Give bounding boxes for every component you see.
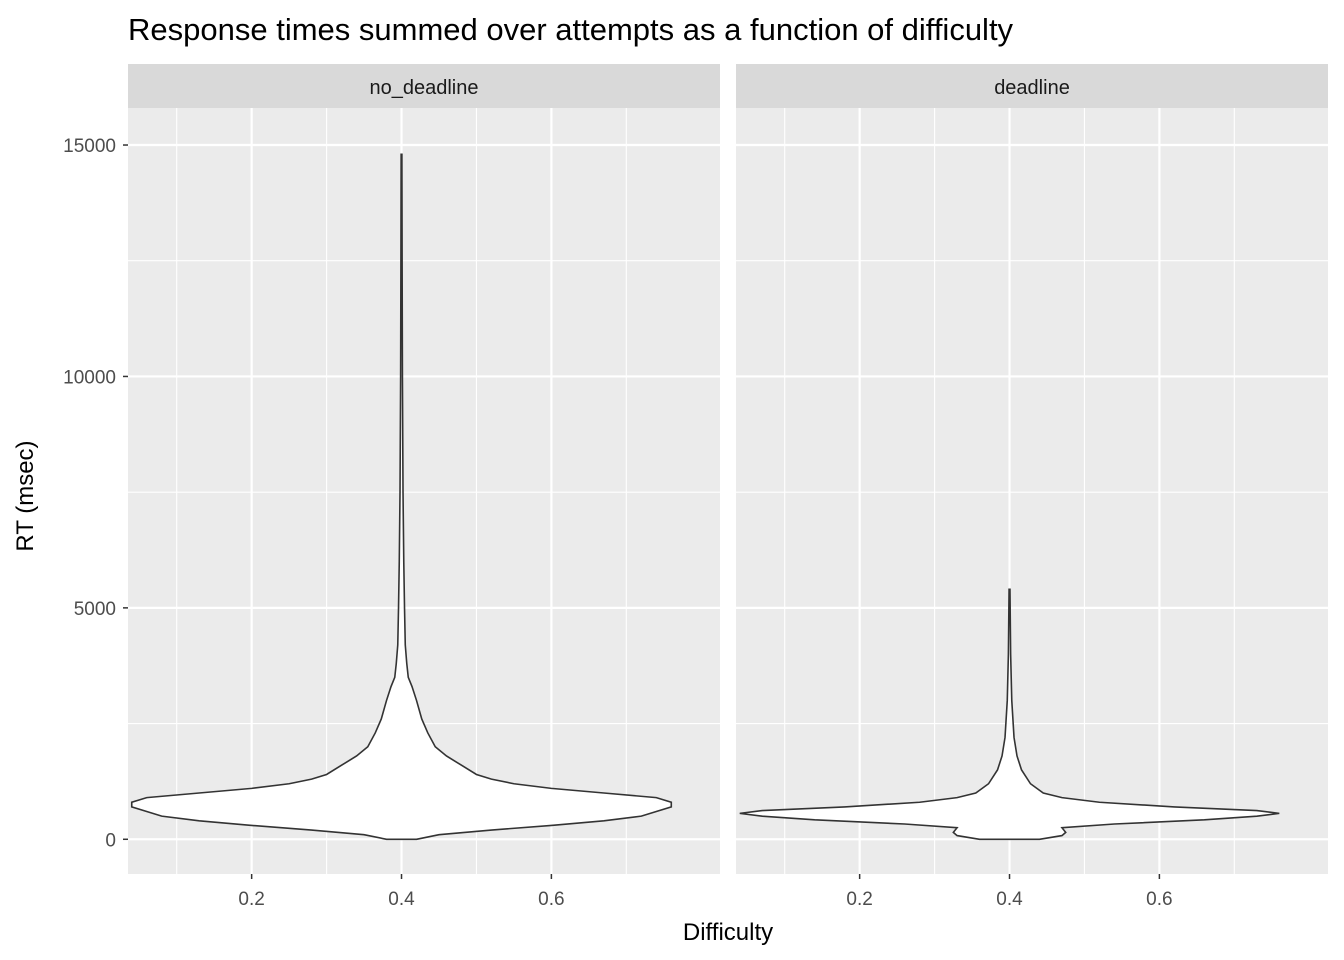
y-tick-label-3: 15000 — [63, 136, 116, 157]
y-tick-label-1: 5000 — [74, 599, 116, 620]
x-tick-label-2: 0.6 — [538, 889, 564, 910]
x-tick-label-2: 0.6 — [1146, 889, 1172, 910]
y-tick-label-0: 0 — [105, 830, 116, 851]
panel-background — [736, 108, 1328, 874]
x-tick-label-1: 0.4 — [996, 889, 1023, 910]
facet-no_deadline: no_deadline 0.2 0.4 0.6 — [128, 64, 720, 910]
x-tick-label-0: 0.2 — [846, 889, 872, 910]
y-tick-label-2: 10000 — [63, 367, 116, 388]
facet-deadline: deadline 0.2 0.4 0.6 — [736, 64, 1328, 910]
facet-strip-label: no_deadline — [370, 77, 479, 99]
y-axis-title: RT (msec) — [12, 440, 39, 551]
facet-strip — [736, 64, 1328, 108]
violin-no_deadline — [130, 153, 673, 841]
facet-strip-label: deadline — [994, 77, 1070, 99]
x-axis-title: Difficulty — [683, 919, 773, 946]
facet-strip — [128, 64, 720, 108]
chart-title: Response times summed over attempts as a… — [128, 12, 1014, 47]
x-tick-label-0: 0.2 — [238, 889, 264, 910]
x-tick-label-1: 0.4 — [388, 889, 415, 910]
violin-deadline — [739, 588, 1280, 841]
